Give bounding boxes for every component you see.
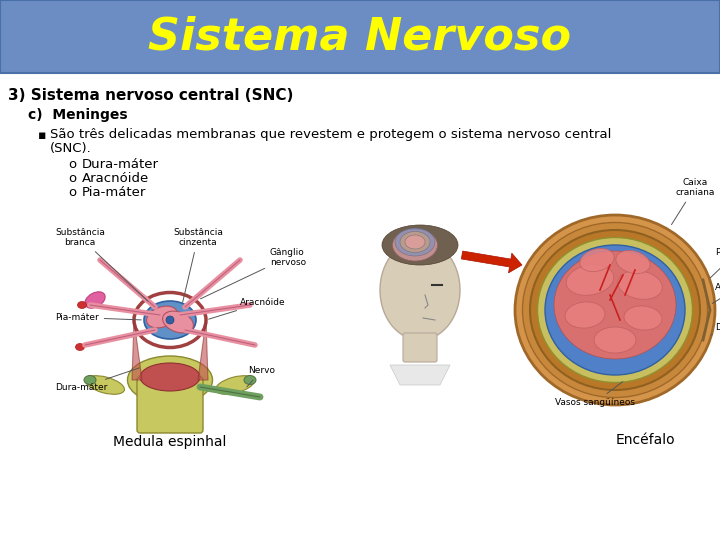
Ellipse shape xyxy=(380,240,460,340)
Ellipse shape xyxy=(86,376,125,394)
Text: o: o xyxy=(68,158,76,171)
Ellipse shape xyxy=(530,230,700,390)
Ellipse shape xyxy=(624,306,662,330)
Text: (SNC).: (SNC). xyxy=(50,142,91,155)
Text: Aracnóide: Aracnóide xyxy=(209,298,286,319)
Ellipse shape xyxy=(85,292,105,308)
Ellipse shape xyxy=(618,271,662,299)
Text: Substância
branca: Substância branca xyxy=(55,227,148,301)
Ellipse shape xyxy=(127,356,212,404)
Ellipse shape xyxy=(144,301,196,339)
Text: Pia-máter: Pia-máter xyxy=(82,186,146,199)
FancyBboxPatch shape xyxy=(137,377,203,433)
Text: Gânglio
nervoso: Gânglio nervoso xyxy=(200,248,306,299)
Ellipse shape xyxy=(140,363,200,391)
Polygon shape xyxy=(132,320,142,380)
Ellipse shape xyxy=(166,316,174,324)
Text: Caixa
craniana: Caixa craniana xyxy=(672,178,715,225)
Ellipse shape xyxy=(523,222,708,397)
Ellipse shape xyxy=(147,306,177,328)
Bar xyxy=(0,0,720,73)
Polygon shape xyxy=(390,365,450,385)
Ellipse shape xyxy=(566,265,613,295)
Text: Dura-máter: Dura-máter xyxy=(711,323,720,335)
Ellipse shape xyxy=(215,376,254,394)
Text: c)  Meninges: c) Meninges xyxy=(28,108,127,122)
Text: 3) Sistema nervoso central (SNC): 3) Sistema nervoso central (SNC) xyxy=(8,88,293,103)
Ellipse shape xyxy=(554,251,676,359)
Ellipse shape xyxy=(392,229,438,261)
Text: Vasos sangüíneos: Vasos sangüíneos xyxy=(555,382,635,407)
Ellipse shape xyxy=(78,301,86,308)
Ellipse shape xyxy=(244,375,256,384)
Text: São três delicadas membranas que revestem e protegem o sistema nervoso central: São três delicadas membranas que reveste… xyxy=(50,128,611,141)
Text: o: o xyxy=(68,186,76,199)
Ellipse shape xyxy=(594,327,636,353)
Text: Aracnóide: Aracnóide xyxy=(82,172,149,185)
Text: Aracnóide: Aracnóide xyxy=(712,283,720,303)
Ellipse shape xyxy=(616,251,650,274)
Text: o: o xyxy=(68,172,76,185)
Text: Pia-máter: Pia-máter xyxy=(710,248,720,278)
Ellipse shape xyxy=(565,302,605,328)
Ellipse shape xyxy=(395,228,435,256)
Text: Substância
cinzenta: Substância cinzenta xyxy=(173,227,223,302)
Ellipse shape xyxy=(84,375,96,384)
Ellipse shape xyxy=(580,248,614,272)
Text: Nervo: Nervo xyxy=(247,366,275,387)
Text: Dura-máter: Dura-máter xyxy=(55,368,140,392)
Ellipse shape xyxy=(545,245,685,375)
Ellipse shape xyxy=(405,235,425,249)
Text: ▪: ▪ xyxy=(38,129,47,142)
Polygon shape xyxy=(198,320,208,380)
Text: Dura-máter: Dura-máter xyxy=(82,158,159,171)
FancyBboxPatch shape xyxy=(403,333,437,362)
Ellipse shape xyxy=(163,311,194,333)
Text: Sistema Nervoso: Sistema Nervoso xyxy=(148,15,572,58)
Ellipse shape xyxy=(515,215,715,405)
FancyArrow shape xyxy=(462,251,522,273)
Ellipse shape xyxy=(76,343,84,350)
Text: Pia-máter: Pia-máter xyxy=(55,313,141,322)
Text: Medula espinhal: Medula espinhal xyxy=(113,435,227,449)
Ellipse shape xyxy=(400,232,430,253)
Ellipse shape xyxy=(382,225,458,265)
Ellipse shape xyxy=(538,238,693,382)
Text: Encéfalo: Encéfalo xyxy=(615,433,675,447)
